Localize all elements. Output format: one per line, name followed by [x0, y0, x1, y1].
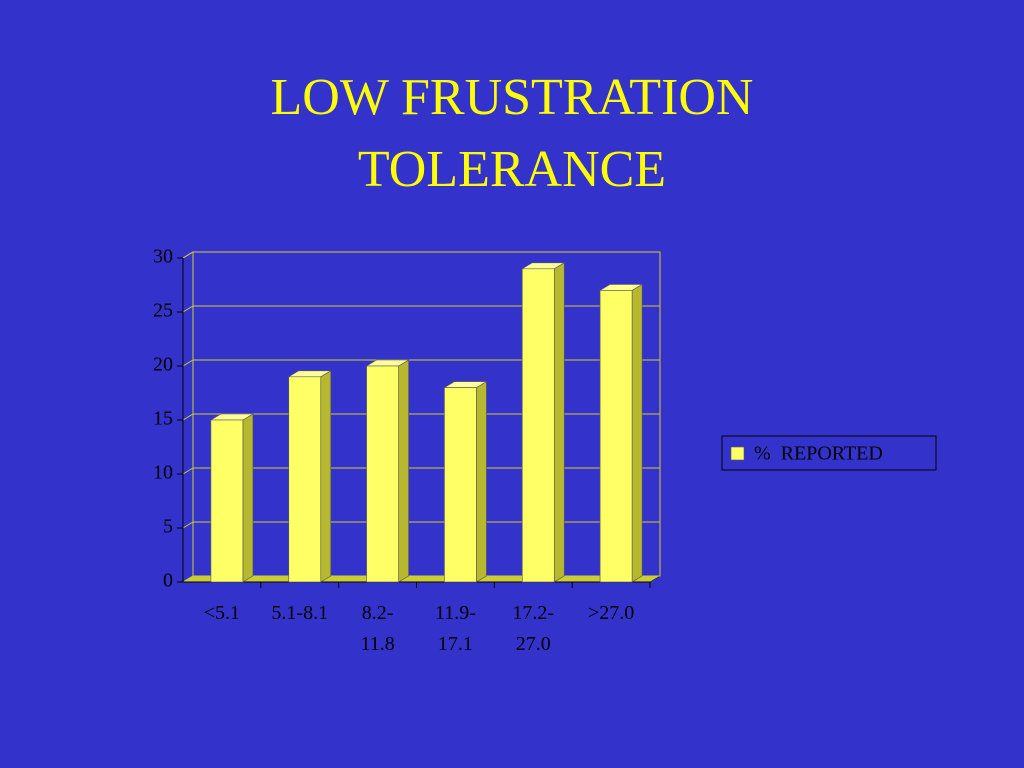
bar	[599, 283, 644, 583]
bar-side	[242, 413, 254, 583]
grid-line	[182, 359, 660, 367]
legend-swatch	[730, 446, 745, 461]
x-tick-label: 5.1-8.1	[271, 602, 329, 624]
legend-label: % REPORTED	[754, 443, 883, 465]
bar	[365, 359, 410, 583]
y-tick-label: 10	[153, 462, 173, 484]
grid-line	[182, 521, 660, 529]
bar-side	[553, 262, 565, 583]
bar-side	[476, 381, 487, 583]
grid-line	[182, 413, 660, 421]
y-tick-label: 0	[163, 570, 173, 592]
grid-line	[182, 251, 660, 259]
x-tick-label: 11.9-17.1	[434, 602, 476, 655]
y-tick-label: 25	[153, 300, 173, 322]
y-tick-label: 5	[163, 516, 173, 538]
bar-front	[210, 419, 244, 583]
bar-front	[444, 387, 477, 583]
bar-front	[366, 365, 399, 583]
x-tick-label: >27.0	[587, 602, 635, 624]
grid-line	[182, 575, 660, 583]
bar-side	[398, 359, 409, 583]
x-tick-label: 17.2-27.0	[512, 602, 555, 655]
bar-side	[631, 283, 643, 583]
bar-front	[599, 290, 633, 583]
y-tick-label: 20	[153, 354, 173, 376]
bar	[287, 370, 332, 583]
legend-box	[721, 435, 937, 471]
chart-title: LOW FRUSTRATION TOLERANCE	[270, 69, 754, 198]
x-tick-label: 8.2-11.8	[360, 602, 395, 655]
bar	[443, 381, 488, 583]
bar	[521, 262, 566, 583]
floor	[182, 575, 661, 583]
grid-line	[182, 305, 660, 313]
bar	[209, 413, 254, 583]
bar-side	[320, 370, 332, 583]
grid-line	[182, 467, 660, 475]
y-tick-label: 15	[153, 408, 173, 430]
bar-front	[521, 268, 555, 583]
x-tick-label: <5.1	[203, 602, 241, 624]
y-tick-label: 30	[153, 246, 173, 268]
bar-front	[288, 376, 322, 583]
